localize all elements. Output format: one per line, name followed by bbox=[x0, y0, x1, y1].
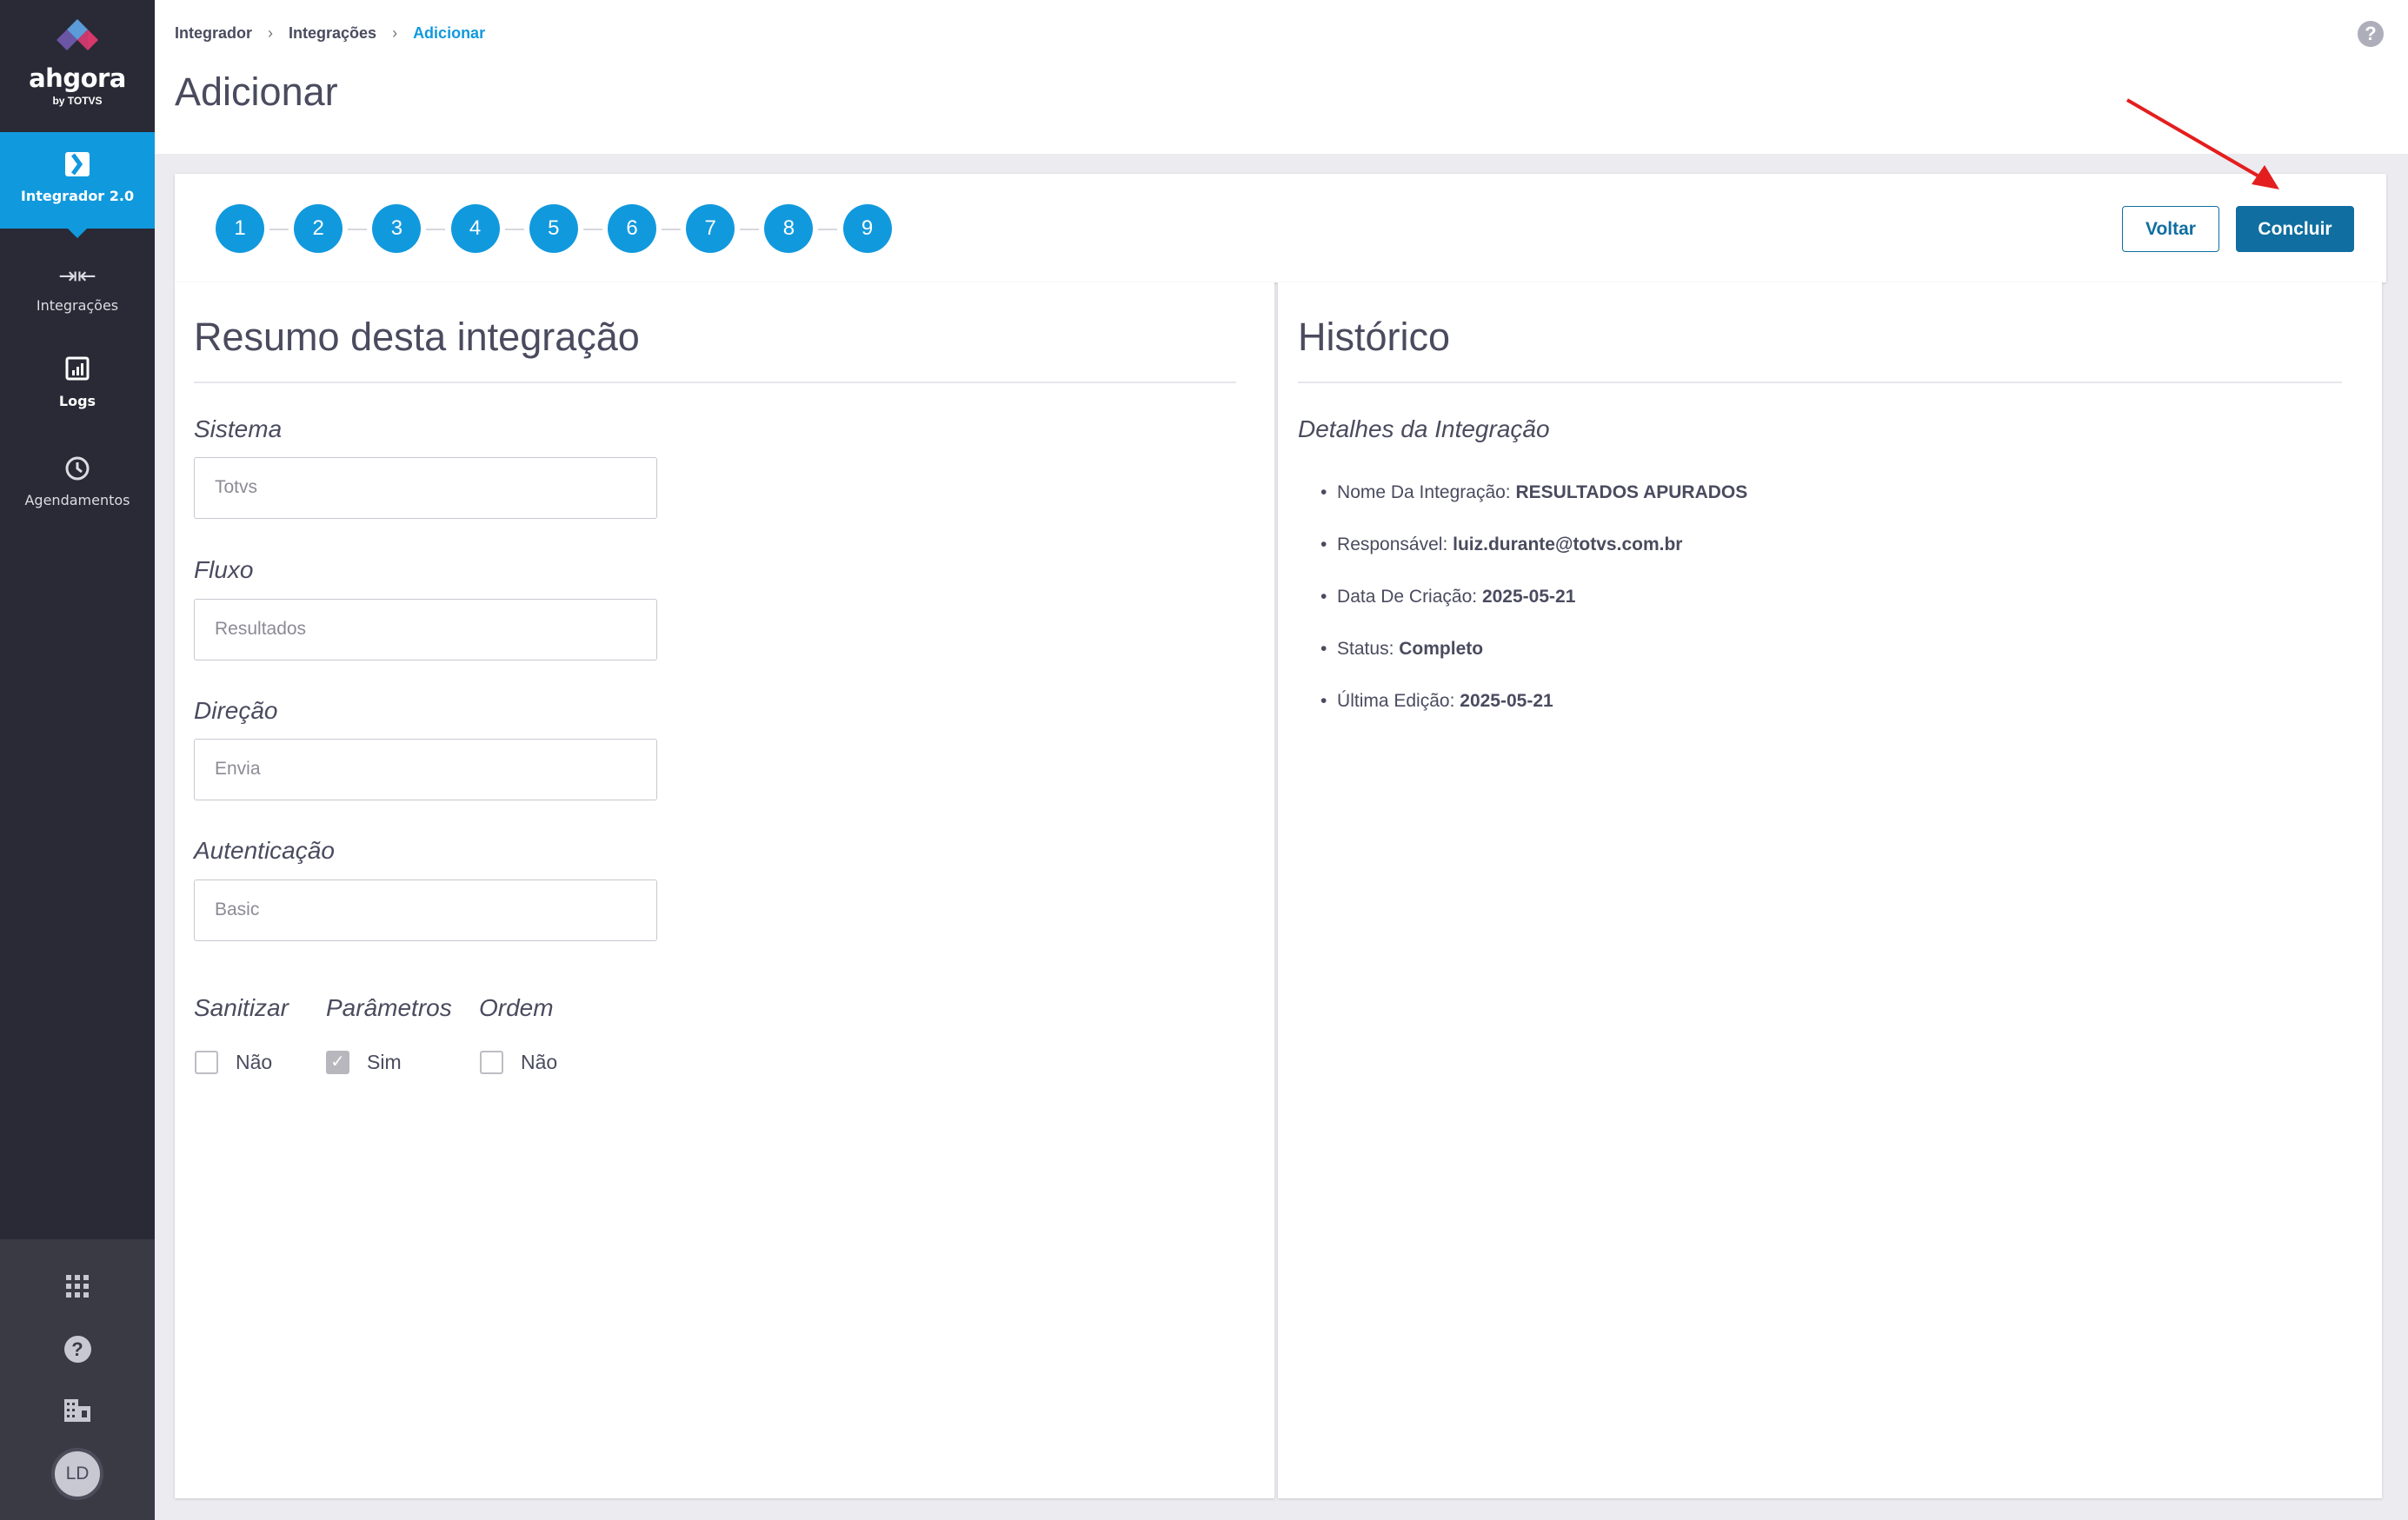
checkbox-label: Não bbox=[521, 1051, 558, 1073]
avatar[interactable]: LD bbox=[51, 1448, 103, 1500]
clock-icon bbox=[0, 455, 155, 487]
summary-title: Resumo desta integração bbox=[194, 315, 640, 359]
history-value: luiz.durante@totvs.com.br bbox=[1453, 534, 1683, 554]
history-item: • Nome Da Integração: RESULTADOS APURADO… bbox=[1320, 482, 1747, 503]
sidebar-item-agendamentos[interactable]: Agendamentos bbox=[0, 455, 155, 508]
step-6[interactable]: 6 bbox=[608, 204, 656, 253]
page-title: Adicionar bbox=[175, 70, 338, 114]
ahgora-logo: ahgora by TOTVS bbox=[0, 17, 155, 107]
integrator-icon bbox=[0, 151, 155, 183]
building-icon[interactable] bbox=[60, 1393, 95, 1428]
sanitizar-checkbox[interactable]: Não bbox=[195, 1051, 272, 1074]
history-subtitle: Detalhes da Integração bbox=[1298, 415, 1550, 442]
step-connector bbox=[504, 229, 524, 230]
field-label-sistema: Sistema bbox=[194, 415, 283, 442]
breadcrumb-integrador[interactable]: Integrador bbox=[175, 24, 253, 42]
checkbox-icon bbox=[195, 1051, 218, 1074]
checkmark-icon: ✓ bbox=[326, 1051, 349, 1074]
step-connector bbox=[582, 229, 602, 230]
history-item: • Responsável: luiz.durante@totvs.com.br bbox=[1320, 534, 1682, 555]
apps-grid-icon[interactable] bbox=[60, 1269, 95, 1304]
chevron-right-icon: › bbox=[392, 24, 398, 42]
sidebar-item-label: Logs bbox=[58, 393, 96, 409]
logo-word: ahgora bbox=[29, 63, 126, 93]
parametros-checkbox[interactable]: ✓ Sim bbox=[326, 1051, 402, 1074]
checkbox-label: Não bbox=[236, 1051, 273, 1073]
step-connector bbox=[662, 229, 681, 230]
parametros-label: Parâmetros bbox=[326, 994, 452, 1021]
bullet: • bbox=[1320, 639, 1338, 659]
history-panel bbox=[1278, 282, 2382, 1498]
history-value: RESULTADOS APURADOS bbox=[1515, 482, 1748, 502]
bullet: • bbox=[1320, 534, 1338, 554]
arrows-exchange-icon: ⇥⇤ bbox=[58, 263, 96, 289]
field-label-autenticacao: Autenticação bbox=[194, 837, 335, 864]
autenticacao-field[interactable]: Basic bbox=[194, 879, 657, 941]
step-5[interactable]: 5 bbox=[529, 204, 578, 253]
sidebar-item-integracoes[interactable]: ⇥⇤ Integrações bbox=[0, 261, 155, 314]
history-key: Data De Criação: bbox=[1337, 587, 1478, 607]
ahgora-logo-icon bbox=[57, 19, 98, 50]
history-value: 2025-05-21 bbox=[1481, 587, 1576, 607]
history-key: Status: bbox=[1337, 639, 1394, 659]
sistema-field[interactable]: Totvs bbox=[194, 457, 657, 519]
breadcrumb-adicionar: Adicionar bbox=[413, 24, 486, 42]
field-label-direcao: Direção bbox=[194, 697, 278, 724]
history-key: Última Edição: bbox=[1337, 691, 1455, 711]
bullet: • bbox=[1320, 482, 1338, 502]
ordem-checkbox[interactable]: Não bbox=[480, 1051, 557, 1074]
step-7[interactable]: 7 bbox=[686, 204, 735, 253]
fluxo-field[interactable]: Resultados bbox=[194, 599, 657, 660]
divider bbox=[194, 382, 1236, 383]
sidebar-item-logs[interactable]: Logs bbox=[0, 356, 155, 409]
logo-by: by TOTVS bbox=[52, 95, 103, 107]
step-connector bbox=[426, 229, 446, 230]
header: Integrador › Integrações › Adicionar Adicion… bbox=[155, 0, 2408, 154]
divider bbox=[1298, 382, 2342, 383]
chart-report-icon bbox=[0, 356, 155, 388]
sidebar-item-label: Integrações bbox=[36, 297, 119, 314]
sidebar: ahgora by TOTVS Integrador 2.0 ⇥⇤ Integr… bbox=[0, 0, 155, 1520]
breadcrumb: Integrador › Integrações › Adicionar bbox=[175, 24, 501, 43]
checkbox-label: Sim bbox=[367, 1051, 402, 1073]
history-key: Nome Da Integração: bbox=[1337, 482, 1511, 502]
sidebar-item-label: Integrador 2.0 bbox=[20, 188, 135, 204]
back-button[interactable]: Voltar bbox=[2122, 206, 2219, 252]
sanitizar-label: Sanitizar bbox=[194, 994, 289, 1021]
step-connector bbox=[348, 229, 368, 230]
help-icon[interactable]: ? bbox=[2358, 21, 2384, 47]
breadcrumb-integracoes[interactable]: Integrações bbox=[289, 24, 377, 42]
sidebar-item-label: Agendamentos bbox=[24, 492, 130, 508]
sidebar-item-integrador[interactable]: Integrador 2.0 bbox=[0, 132, 155, 238]
history-item: • Data De Criação: 2025-05-21 bbox=[1320, 587, 1575, 607]
bullet: • bbox=[1320, 691, 1338, 711]
history-item: • Última Edição: 2025-05-21 bbox=[1320, 691, 1553, 712]
direcao-field[interactable]: Envia bbox=[194, 739, 657, 800]
step-1[interactable]: 1 bbox=[216, 204, 264, 253]
history-value: 2025-05-21 bbox=[1460, 691, 1553, 711]
history-key: Responsável: bbox=[1337, 534, 1448, 554]
history-title: Histórico bbox=[1298, 315, 1451, 359]
field-label-fluxo: Fluxo bbox=[194, 556, 254, 583]
checkbox-icon bbox=[480, 1051, 503, 1074]
step-8[interactable]: 8 bbox=[764, 204, 814, 253]
step-connector bbox=[818, 229, 838, 230]
step-connector bbox=[740, 229, 760, 230]
history-value: Completo bbox=[1399, 639, 1484, 659]
ordem-label: Ordem bbox=[479, 994, 554, 1021]
step-connector bbox=[269, 229, 289, 230]
step-3[interactable]: 3 bbox=[372, 204, 422, 253]
chevron-right-icon: › bbox=[268, 24, 274, 42]
step-2[interactable]: 2 bbox=[294, 204, 343, 253]
step-9[interactable]: 9 bbox=[842, 204, 892, 253]
help-icon[interactable]: ? bbox=[60, 1331, 95, 1365]
history-item: • Status: Completo bbox=[1320, 639, 1483, 660]
step-4[interactable]: 4 bbox=[450, 204, 500, 253]
bullet: • bbox=[1320, 587, 1338, 607]
finish-button[interactable]: Concluir bbox=[2236, 206, 2354, 252]
